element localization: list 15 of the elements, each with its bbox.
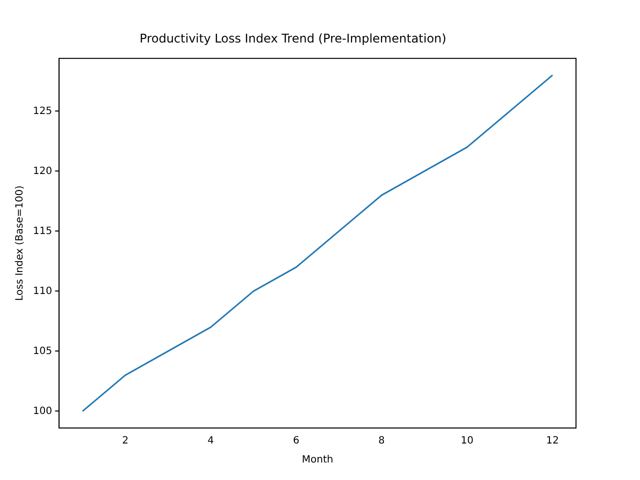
x-tick-label: 4: [208, 436, 214, 447]
x-axis-title: Month: [302, 454, 334, 466]
y-tick-label: 120: [32, 166, 52, 177]
x-tick-label: 6: [292, 436, 300, 447]
y-tick-label: 115: [32, 226, 52, 237]
y-tick-label: 125: [32, 106, 52, 117]
x-tick-label: 2: [122, 436, 128, 447]
chart-title: Productivity Loss Index Trend (Pre-Implementation): [140, 31, 446, 46]
x-tick-label: 12: [546, 436, 559, 447]
y-tick-label: 105: [32, 346, 52, 357]
x-tick-label: 8: [378, 436, 385, 447]
y-tick-label: 110: [32, 286, 52, 297]
y-axis-title: Loss Index (Base=100): [14, 185, 26, 301]
y-tick-label: 100: [32, 406, 52, 417]
x-tick-label: 10: [460, 436, 474, 447]
